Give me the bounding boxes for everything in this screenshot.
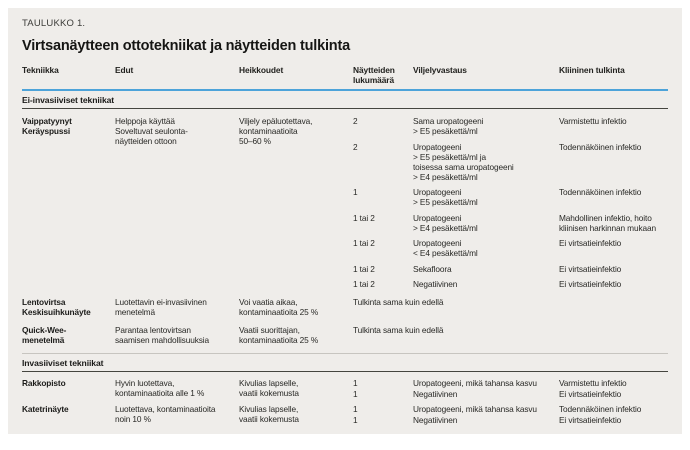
- pros-cell: Luotettavin ei-invasiivinen menetelmä: [115, 297, 207, 317]
- column-header-heikkoudet: Heikkoudet: [239, 65, 284, 75]
- sample-count: 1: [353, 404, 358, 414]
- clinical-interpretation: Ei virtsatieinfektio: [559, 263, 622, 274]
- technique-name: Lentovirtsa Keskisuihkunäyte: [22, 297, 91, 317]
- sample-count: 1 tai 2: [353, 263, 375, 274]
- culture-result: Uropatogeeni, mikä tahansa kasvu: [413, 378, 537, 388]
- culture-result: Uropatogeeni < E4 pesäkettä/ml: [413, 238, 478, 258]
- culture-result: Uropatogeeni > E5 pesäkettä/ml: [413, 187, 478, 207]
- interpretation-note: Tulkinta sama kuin edellä: [353, 297, 444, 307]
- column-header-kliininen-tulkinta: Kliininen tulkinta: [559, 65, 625, 75]
- technique-name: Quick-Wee- menetelmä: [22, 325, 67, 345]
- clinical-interpretation: Todennäköinen infektio: [559, 404, 642, 414]
- cons-cell: Kivulias lapselle, vaatii kokemusta: [239, 378, 299, 398]
- clinical-interpretation: Todennäköinen infektio: [559, 141, 642, 152]
- cons-cell: Voi vaatia aikaa, kontaminaatioita 25 %: [239, 297, 319, 317]
- column-header-edut: Edut: [115, 65, 134, 75]
- pros-cell: Helppoja käyttää Soveltuvat seulonta- nä…: [115, 116, 188, 146]
- table-body: Ei-invasiiviset tekniikat Vaippatyynyt Ke…: [22, 91, 668, 425]
- cons-cell: Kivulias lapselle, vaatii kokemusta: [239, 404, 299, 424]
- culture-result: Uropatogeeni > E5 pesäkettä/ml ja toises…: [413, 141, 514, 182]
- cons-cell: Viljely epäluotettava, kontaminaatioita …: [239, 116, 313, 146]
- sample-count: 2: [353, 141, 358, 152]
- culture-result: Negatiivinen: [413, 279, 458, 289]
- sample-count: 1 tai 2: [353, 212, 375, 223]
- sample-count: 2: [353, 116, 358, 126]
- culture-result: Uropatogeeni, mikä tahansa kasvu: [413, 404, 537, 414]
- interpretation-note: Tulkinta sama kuin edellä: [353, 325, 444, 335]
- sample-count: 1: [353, 378, 358, 388]
- technique-name: Katetrinäyte: [22, 404, 69, 414]
- technique-name: Vaippatyynyt Keräyspussi: [22, 116, 72, 136]
- table-row: Rakkopisto Hyvin luotettava, kontaminaati…: [22, 378, 668, 399]
- column-header-naytteiden-lukumaara: Näytteiden lukumäärä: [353, 65, 395, 85]
- table-row: Katetrinäyte Luotettava, kontaminaatioita…: [22, 404, 668, 425]
- sample-count: 1 tai 2: [353, 238, 375, 248]
- results-group: 1 Uropatogeeni, mikä tahansa kasvu Todennä…: [353, 404, 668, 425]
- clinical-interpretation: Ei virtsatieinfektio: [559, 238, 622, 248]
- clinical-interpretation: Ei virtsatieinfektio: [559, 415, 622, 425]
- clinical-interpretation: Ei virtsatieinfektio: [559, 279, 622, 289]
- section-heading: Ei-invasiiviset tekniikat: [22, 91, 668, 109]
- table-title: Virtsanäytteen ottotekniikat ja näytteid…: [22, 38, 350, 54]
- clinical-interpretation: Ei virtsatieinfektio: [559, 389, 622, 399]
- culture-result: Negatiivinen: [413, 415, 458, 425]
- pros-cell: Parantaa lentovirtsan saamisen mahdollis…: [115, 325, 209, 345]
- culture-result: Sekafloora: [413, 263, 452, 274]
- pros-cell: Hyvin luotettava, kontaminaatioita alle …: [115, 378, 205, 398]
- sample-count: 1: [353, 415, 358, 425]
- clinical-interpretation: Varmistettu infektio: [559, 378, 627, 388]
- pros-cell: Luotettava, kontaminaatioita noin 10 %: [115, 404, 216, 424]
- results-group: 1 Uropatogeeni, mikä tahansa kasvu Varmist…: [353, 378, 668, 399]
- culture-result: Uropatogeeni > E4 pesäkettä/ml: [413, 212, 478, 233]
- results-group: 2 Sama uropatogeeni > E5 pesäkettä/ml Varm…: [353, 116, 668, 289]
- section-heading: Invasiiviset tekniikat: [22, 353, 668, 372]
- culture-result: Negatiivinen: [413, 389, 458, 399]
- clinical-interpretation: Mahdollinen infektio, hoito kliinisen ha…: [559, 212, 656, 233]
- clinical-interpretation: Todennäköinen infektio: [559, 187, 642, 197]
- clinical-interpretation: Varmistettu infektio: [559, 116, 627, 126]
- table-row: Lentovirtsa Keskisuihkunäyte Luotettavin …: [22, 297, 668, 317]
- table-row: Vaippatyynyt Keräyspussi Helppoja käyttää…: [22, 116, 668, 289]
- document-panel: TAULUKKO 1. Virtsanäytteen ottotekniikat…: [8, 8, 682, 434]
- culture-result: Sama uropatogeeni > E5 pesäkettä/ml: [413, 116, 484, 136]
- column-header-viljelyvastaus: Viljelyvastaus: [413, 65, 467, 75]
- table-label: TAULUKKO 1.: [22, 18, 86, 29]
- table-row: Quick-Wee- menetelmä Parantaa lentovirtsa…: [22, 325, 668, 345]
- sample-count: 1: [353, 389, 358, 399]
- sample-count: 1: [353, 187, 358, 197]
- sample-count: 1 tai 2: [353, 279, 375, 289]
- column-header-tekniikka: Tekniikka: [22, 65, 59, 75]
- table-header-row: Tekniikka Edut Heikkoudet Näytteiden luk…: [22, 65, 668, 91]
- technique-name: Rakkopisto: [22, 378, 66, 388]
- cons-cell: Vaatii suorittajan, kontaminaatioita 25 …: [239, 325, 319, 345]
